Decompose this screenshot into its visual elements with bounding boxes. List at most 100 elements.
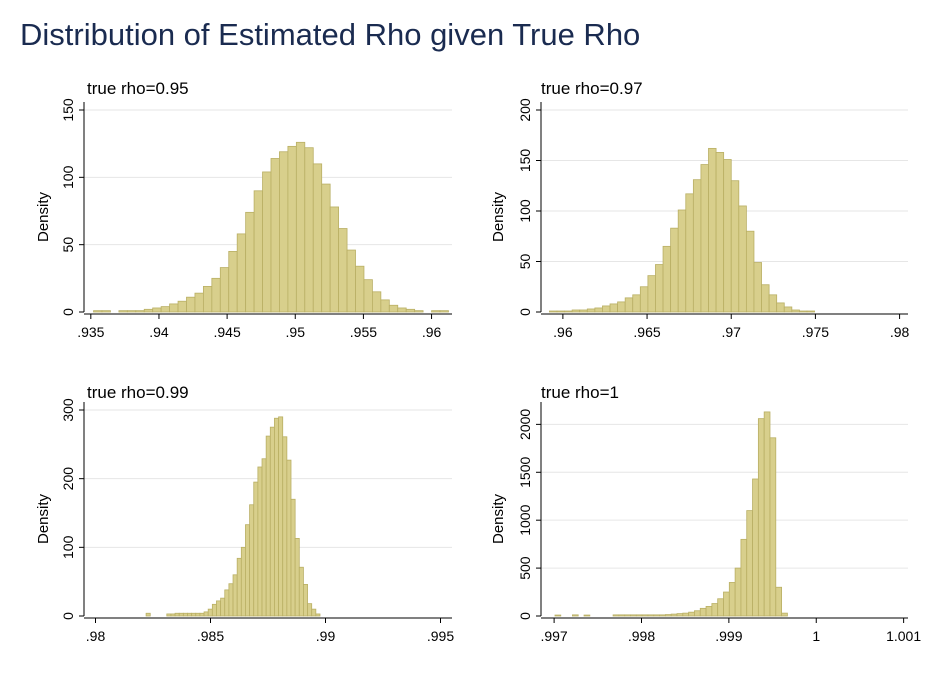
histogram-bar — [166, 613, 172, 617]
histogram-bar — [224, 589, 230, 617]
histogram-bar — [236, 557, 242, 617]
histogram-bar — [126, 310, 137, 313]
histogram-bar — [194, 292, 204, 313]
histogram-bar — [639, 286, 649, 313]
histogram-bar — [659, 614, 666, 617]
histogram-bar — [220, 597, 226, 617]
y-axis-label: Density — [490, 191, 507, 242]
histogram-bar — [723, 591, 730, 617]
histogram-bar — [711, 603, 719, 617]
histogram-bar — [338, 228, 348, 313]
histogram-bar — [571, 309, 581, 313]
y-axis-label: Density — [490, 493, 507, 544]
histogram-bar — [93, 310, 103, 313]
histogram-bar — [715, 152, 725, 313]
histogram-bar — [549, 310, 558, 313]
histogram-bar — [211, 603, 217, 617]
histogram-bar — [781, 612, 788, 617]
histogram-bar — [761, 284, 770, 313]
histogram-bar — [723, 159, 732, 313]
y-tick-label: 1500 — [517, 456, 533, 487]
x-tick-label: .955 — [350, 324, 377, 340]
histogram-bar — [676, 613, 684, 617]
histogram-bar — [799, 310, 808, 313]
histogram-bar — [304, 147, 314, 313]
histogram-bar — [178, 612, 184, 617]
x-tick-label: .98 — [86, 628, 106, 644]
y-tick-label: 150 — [60, 98, 76, 122]
histogram-bar — [699, 607, 707, 617]
histogram-bar — [752, 478, 759, 617]
histogram-bar — [195, 612, 201, 617]
histogram-bar — [612, 614, 620, 617]
histogram-bar — [763, 411, 771, 617]
histogram-bar — [609, 303, 618, 313]
x-tick-label: .97 — [721, 324, 741, 340]
histogram-bar — [586, 308, 596, 313]
histogram-bar — [286, 459, 292, 617]
histogram-bar — [757, 418, 765, 617]
panel-4: 0 500 1000 1500 2000 .997 .998 .999 1 1.001 true r… — [490, 383, 921, 644]
histogram-bar — [635, 614, 643, 617]
panel-1: 0 50 100 150 .935 .94 .945 .95 .955 .96 true rho=0… — [35, 79, 452, 340]
histogram-bar — [298, 566, 304, 617]
y-tick-label: 2000 — [517, 409, 533, 440]
histogram-bar — [728, 582, 736, 617]
y-tick-label: 0 — [517, 308, 533, 316]
histogram-bar — [269, 426, 275, 617]
histogram-bar — [160, 306, 170, 313]
histogram-bar — [738, 205, 747, 313]
histogram-bar — [692, 179, 702, 313]
histogram-bar — [135, 310, 145, 313]
histogram-bar — [346, 249, 356, 313]
x-tick-label: 1 — [812, 628, 820, 644]
histogram-bar — [694, 610, 701, 617]
y-tick-label: 100 — [60, 535, 76, 559]
x-tick-label: .995 — [427, 628, 454, 644]
histogram-bar — [388, 304, 399, 313]
panel-title: true rho=0.97 — [541, 79, 643, 98]
panel-3: 0 100 200 300 .98 .985 .99 .995 true rho=0.99 Den… — [35, 383, 454, 644]
histogram-bar — [685, 193, 694, 313]
x-tick-label: .95 — [286, 324, 306, 340]
histogram-bar — [647, 614, 655, 617]
histogram-bar — [287, 145, 297, 313]
histogram-bar — [186, 296, 196, 313]
y-tick-label: 0 — [60, 612, 76, 620]
y-tick-label: 300 — [60, 398, 76, 422]
panel-title: true rho=0.99 — [87, 383, 189, 402]
histogram-bar — [670, 227, 679, 313]
histogram-bar — [717, 598, 724, 617]
histogram-bar — [182, 612, 188, 617]
y-axis-label: Density — [35, 191, 52, 242]
histogram-bar — [624, 614, 631, 617]
histogram-bar — [199, 612, 205, 617]
histogram-bar — [653, 614, 660, 617]
histogram-bar — [211, 277, 221, 313]
histogram-bar — [101, 310, 111, 313]
histogram-bar — [431, 310, 441, 313]
histogram-bar — [261, 458, 267, 617]
histogram-bar — [397, 307, 407, 313]
x-tick-label: .99 — [316, 628, 336, 644]
histogram-bar — [806, 310, 815, 313]
y-tick-label: 200 — [60, 467, 76, 491]
histogram-bar — [191, 612, 197, 617]
histogram-bar — [152, 307, 162, 313]
histogram-bar — [624, 297, 634, 313]
histogram-bar — [279, 151, 289, 313]
histogram-bar — [170, 613, 176, 617]
histogram-bar — [303, 584, 308, 617]
histogram-bar — [118, 310, 128, 313]
x-tick-label: .96 — [553, 324, 573, 340]
histogram-bar — [753, 262, 762, 313]
y-tick-label: 50 — [517, 254, 533, 270]
histogram-bar — [769, 437, 777, 617]
histogram-bar — [187, 612, 193, 617]
histogram-bar — [556, 310, 565, 313]
histogram-bar — [602, 305, 611, 313]
x-tick-label: .965 — [633, 324, 660, 340]
histogram-bar — [202, 286, 213, 313]
